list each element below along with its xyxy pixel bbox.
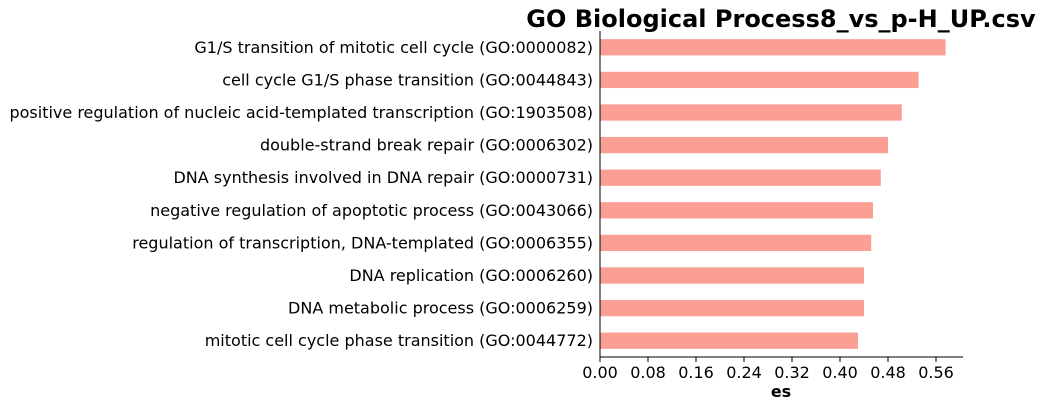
bar xyxy=(600,234,872,252)
x-ticks: 0.00 0.08 0.16 0.24 0.32 0.40 0.48 0.56 xyxy=(582,357,954,382)
category-label: positive regulation of nucleic acid-temp… xyxy=(9,103,593,122)
bar xyxy=(600,299,864,317)
category-label: double-strand break repair (GO:0006302) xyxy=(260,136,593,155)
category-label: negative regulation of apoptotic process… xyxy=(150,201,593,220)
x-axis-label: es xyxy=(771,382,791,401)
category-label: regulation of transcription, DNA-templat… xyxy=(132,233,593,252)
category-label: DNA metabolic process (GO:0006259) xyxy=(288,299,593,318)
bar xyxy=(600,169,881,186)
category-label: G1/S transition of mitotic cell cycle (G… xyxy=(194,38,593,57)
x-tick-label: 0.40 xyxy=(822,363,858,382)
bar xyxy=(600,104,902,121)
x-tick-label: 0.00 xyxy=(582,363,618,382)
bar xyxy=(600,136,888,154)
x-tick-label: 0.48 xyxy=(870,363,906,382)
bar xyxy=(600,71,919,89)
x-tick-label: 0.32 xyxy=(774,363,810,382)
x-tick-label: 0.16 xyxy=(678,363,714,382)
bar xyxy=(600,202,873,219)
category-label: DNA synthesis involved in DNA repair (GO… xyxy=(173,168,593,187)
chart-title: GO Biological Process8_vs_p-H_UP.csv xyxy=(526,5,1036,33)
bar xyxy=(600,267,864,284)
x-tick-label: 0.24 xyxy=(726,363,762,382)
category-label: cell cycle G1/S phase transition (GO:004… xyxy=(222,70,593,89)
bars-group xyxy=(600,39,946,349)
category-labels: G1/S transition of mitotic cell cycle (G… xyxy=(9,38,593,350)
category-label: mitotic cell cycle phase transition (GO:… xyxy=(205,331,593,350)
x-tick-label: 0.08 xyxy=(630,363,666,382)
bar xyxy=(600,332,858,349)
bar xyxy=(600,39,946,56)
category-label: DNA replication (GO:0006260) xyxy=(349,266,593,285)
x-tick-label: 0.56 xyxy=(918,363,954,382)
